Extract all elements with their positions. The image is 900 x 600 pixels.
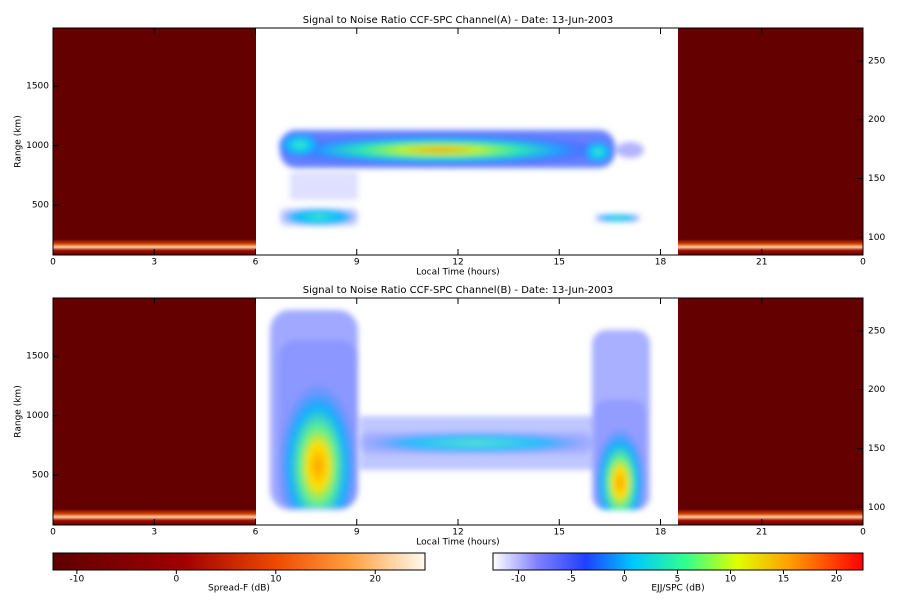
x-tick-label: 3 xyxy=(151,258,157,268)
x-tick-label: 15 xyxy=(554,528,565,538)
colorbar-tick-label: 5 xyxy=(675,575,681,585)
colorbar xyxy=(52,552,426,571)
colorbar-tick-label: -10 xyxy=(511,575,526,585)
colorbar-tick-label: 10 xyxy=(270,575,282,585)
x-tick-label: 21 xyxy=(756,528,767,538)
colorbar-tick-label: -10 xyxy=(70,575,85,585)
x-tick-label: 9 xyxy=(354,258,360,268)
y2-tick-label: 200 xyxy=(868,385,885,395)
colorbar-tick-label: 0 xyxy=(622,575,628,585)
y2-tick-label: 100 xyxy=(868,233,885,243)
axes: Signal to Noise Ratio CCF-SPC Channel(A)… xyxy=(14,15,886,594)
x-tick-label: 21 xyxy=(756,258,767,268)
y2-tick-label: 250 xyxy=(868,56,885,66)
x-axis-label: Local Time (hours) xyxy=(416,538,499,548)
y-tick-label: 1500 xyxy=(26,82,49,92)
colorbar xyxy=(492,552,864,571)
x-tick-label: 18 xyxy=(655,258,667,268)
y-tick-label: 500 xyxy=(32,201,49,211)
y2-tick-label: 100 xyxy=(868,503,885,513)
y2-tick-label: 200 xyxy=(868,115,885,125)
y2-tick-label: 150 xyxy=(868,444,885,454)
x-tick-label: 6 xyxy=(253,258,259,268)
colorbar-label: Spread-F (dB) xyxy=(208,584,270,594)
y-tick-label: 1500 xyxy=(26,352,49,362)
colorbar-label: EJJ/SPC (dB) xyxy=(651,584,704,594)
y-tick-label: 1000 xyxy=(26,141,49,151)
colorbar-tick-label: 15 xyxy=(778,575,789,585)
x-tick-label: 18 xyxy=(655,528,667,538)
panel-title: Signal to Noise Ratio CCF-SPC Channel(B)… xyxy=(303,285,613,296)
y-axis-label: Range (km) xyxy=(14,385,24,437)
x-axis-label: Local Time (hours) xyxy=(416,268,499,278)
y-tick-label: 1000 xyxy=(26,411,49,421)
colorbar-tick-label: 10 xyxy=(725,575,737,585)
panel-title: Signal to Noise Ratio CCF-SPC Channel(A)… xyxy=(303,15,613,26)
colorbar-tick-label: -5 xyxy=(567,575,576,585)
x-tick-label: 0 xyxy=(50,528,56,538)
heatmap-image-b xyxy=(53,298,863,525)
colorbar-tick-label: 20 xyxy=(370,575,382,585)
x-tick-label: 12 xyxy=(452,258,463,268)
y-tick-label: 500 xyxy=(32,471,49,481)
y2-tick-label: 250 xyxy=(868,326,885,336)
x-tick-label: 12 xyxy=(452,528,463,538)
x-tick-label: 3 xyxy=(151,528,157,538)
x-tick-label: 0 xyxy=(860,258,866,268)
x-tick-label: 9 xyxy=(354,528,360,538)
colorbar-tick-label: 0 xyxy=(173,575,179,585)
y-axis-label: Range (km) xyxy=(14,115,24,167)
x-tick-label: 0 xyxy=(860,528,866,538)
x-tick-label: 6 xyxy=(253,528,259,538)
x-tick-label: 0 xyxy=(50,258,56,268)
x-tick-label: 15 xyxy=(554,258,565,268)
colorbar-tick-label: 20 xyxy=(831,575,843,585)
y2-tick-label: 150 xyxy=(868,174,885,184)
heatmap-image-a xyxy=(53,28,863,255)
